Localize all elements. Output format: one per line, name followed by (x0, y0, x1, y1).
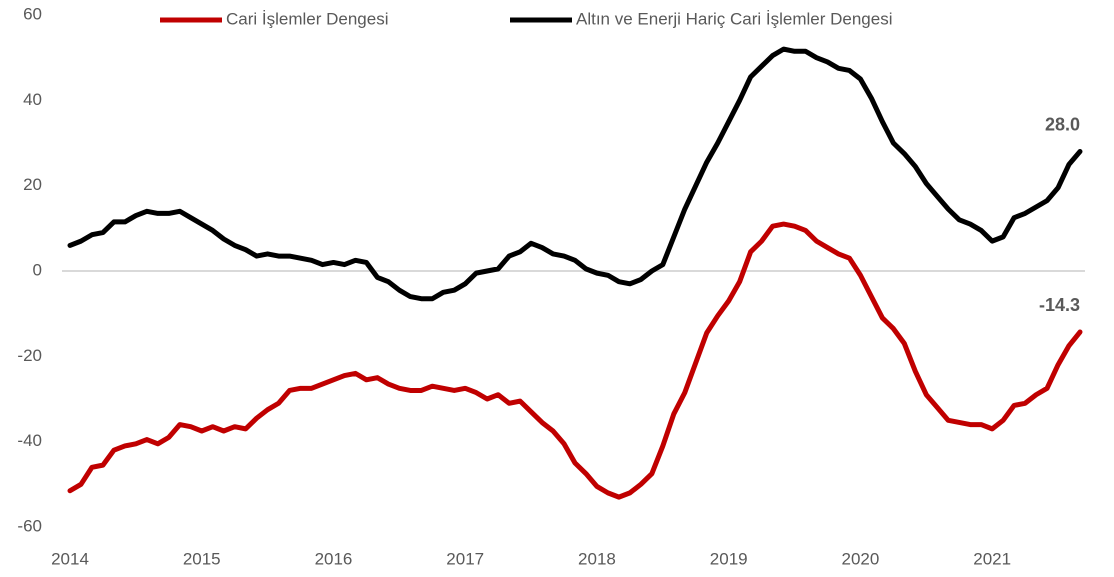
y-tick-label: 40 (23, 90, 42, 109)
x-tick-label: 2020 (842, 549, 880, 568)
y-tick-label: 20 (23, 175, 42, 194)
x-tick-label: 2017 (446, 549, 484, 568)
y-tick-label: 0 (33, 260, 42, 279)
line-series (67, 221, 1083, 500)
x-tick-label: 2018 (578, 549, 616, 568)
y-tick-label: -60 (17, 516, 42, 535)
legend-label: Altın ve Enerji Hariç Cari İşlemler Deng… (576, 9, 893, 28)
x-tick-label: 2019 (710, 549, 748, 568)
y-tick-label: -20 (17, 346, 42, 365)
x-tick-label: 2021 (973, 549, 1011, 568)
x-tick-label: 2014 (51, 549, 89, 568)
y-tick-label: -40 (17, 431, 42, 450)
x-tick-label: 2015 (183, 549, 221, 568)
y-tick-label: 60 (23, 4, 42, 23)
legend-label: Cari İşlemler Dengesi (226, 9, 389, 28)
data-label: -14.3 (1039, 295, 1080, 315)
line-series (67, 46, 1083, 302)
x-tick-label: 2016 (315, 549, 353, 568)
data-label: 28.0 (1045, 114, 1080, 134)
